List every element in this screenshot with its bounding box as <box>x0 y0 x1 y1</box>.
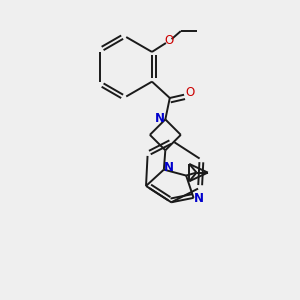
Text: O: O <box>185 86 194 99</box>
Text: O: O <box>165 34 174 47</box>
Text: N: N <box>155 112 165 125</box>
Text: N: N <box>164 161 174 174</box>
Text: N: N <box>194 192 204 205</box>
